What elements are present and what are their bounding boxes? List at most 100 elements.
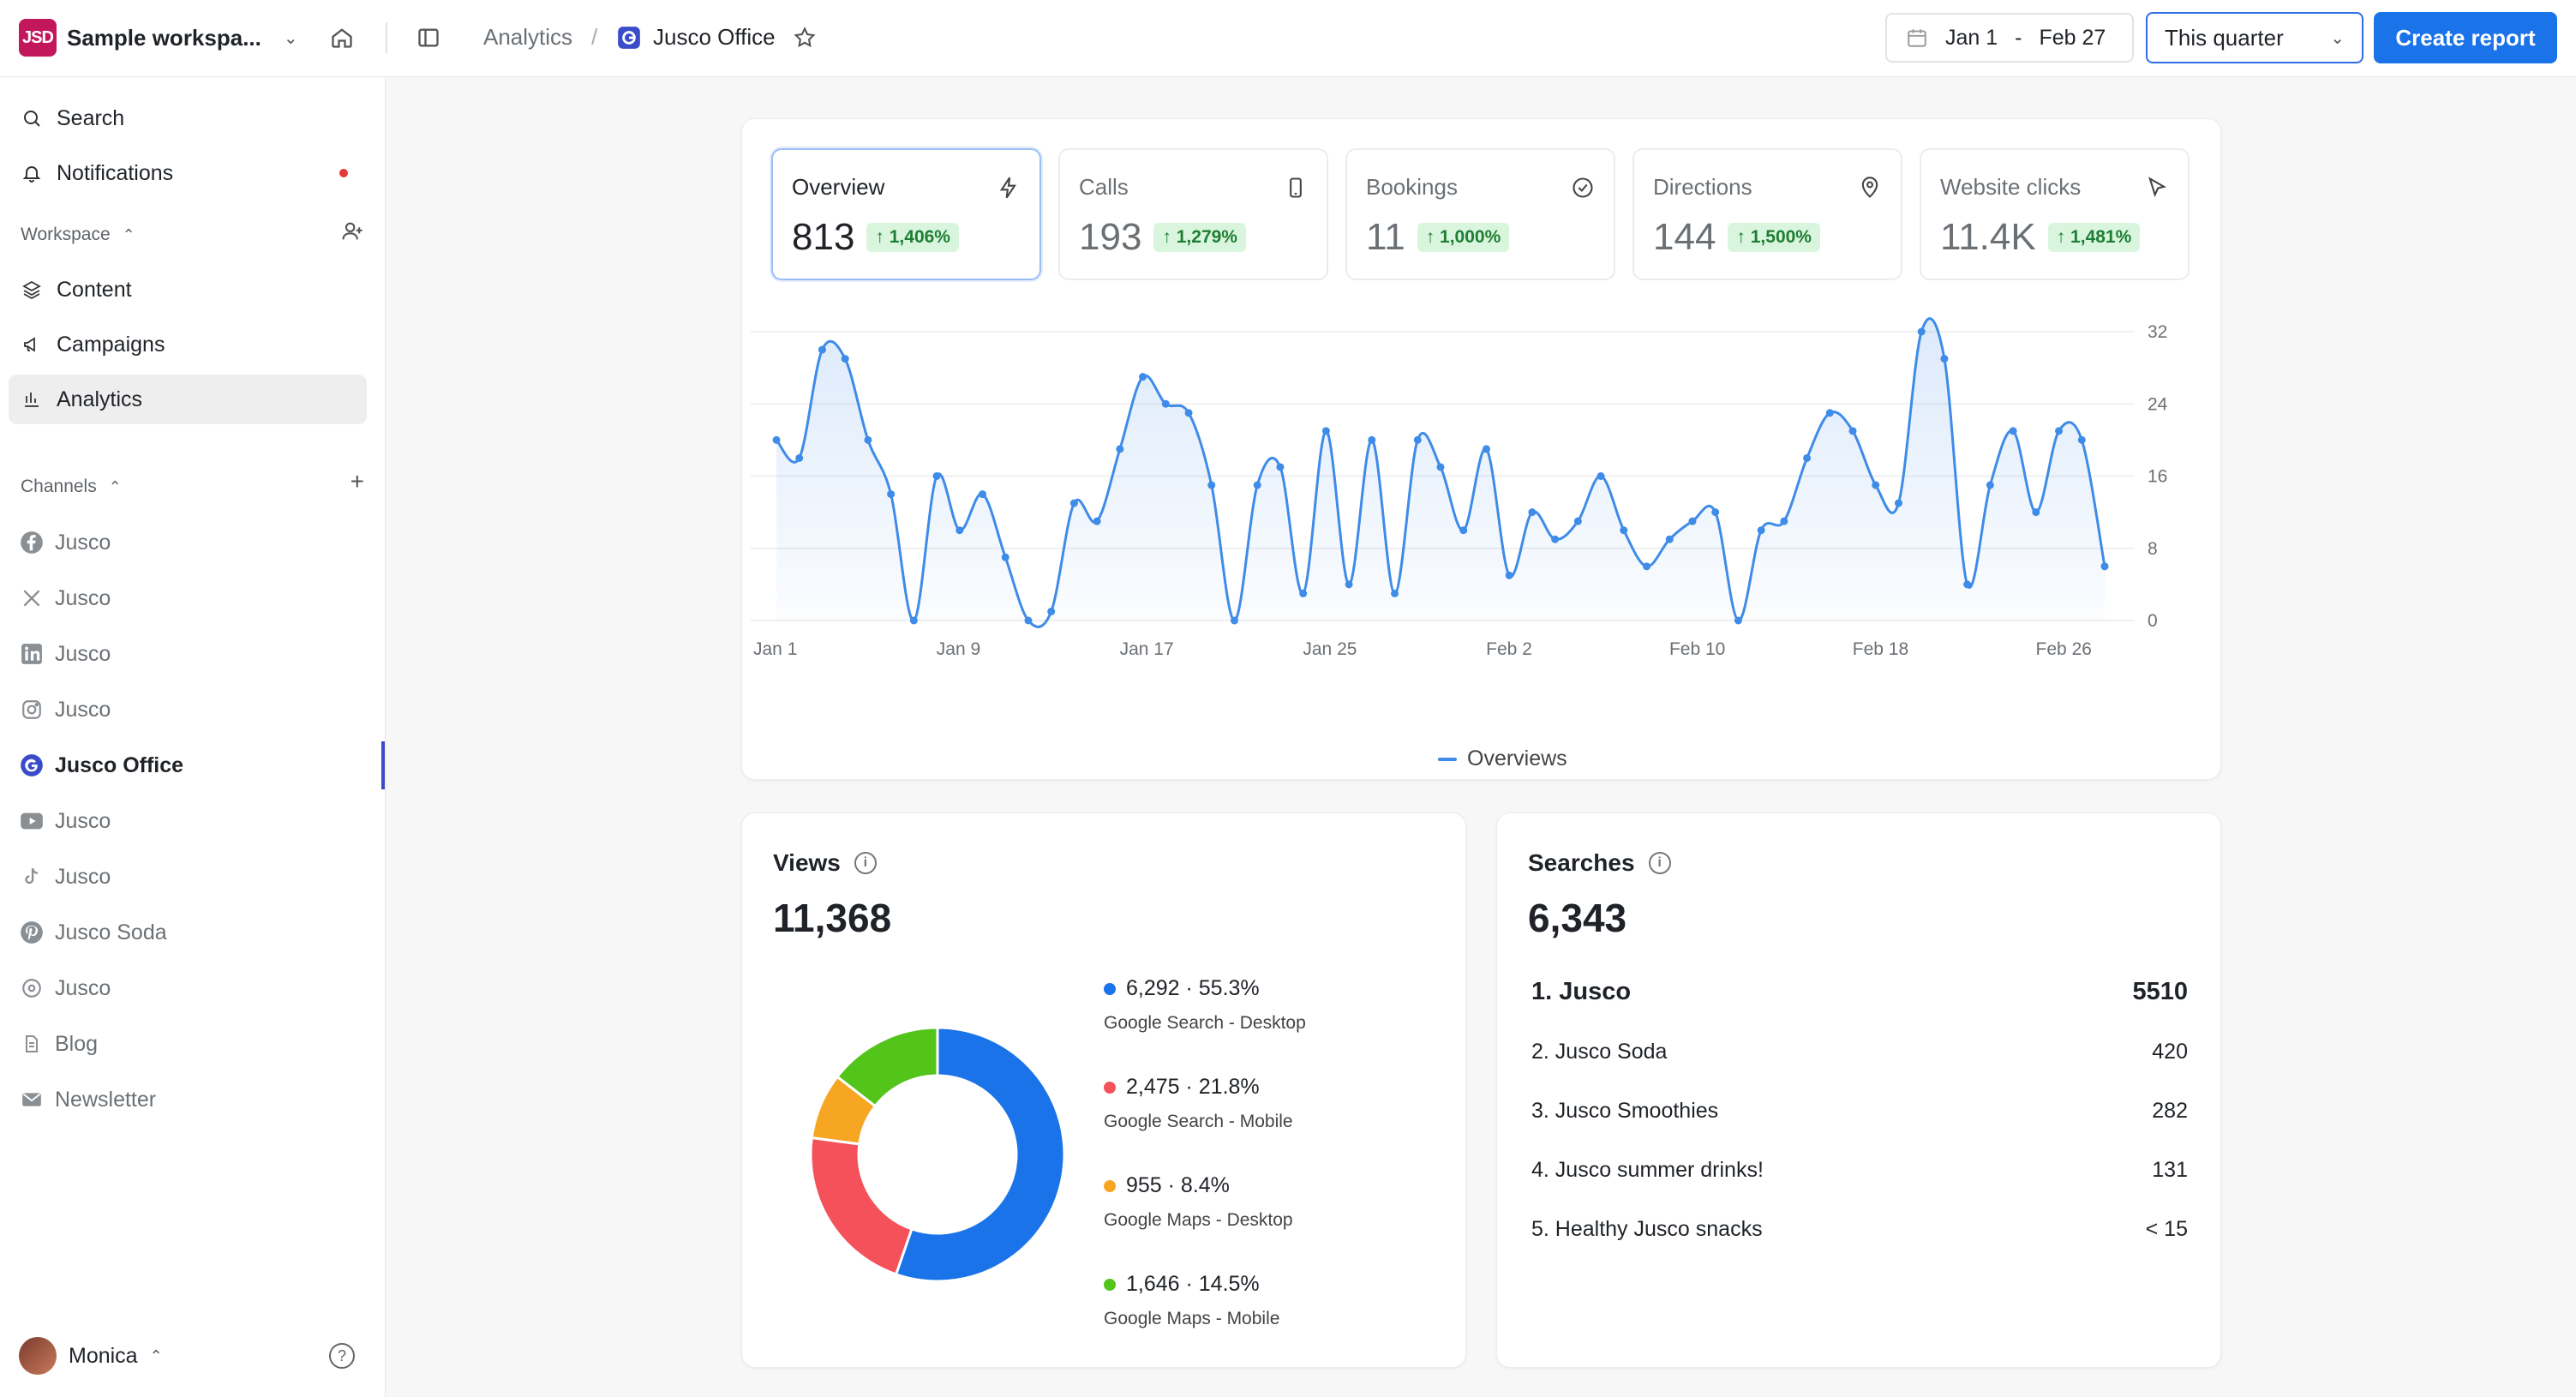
data-point[interactable] [1368,435,1376,444]
data-point[interactable] [887,490,896,499]
data-point[interactable] [1505,571,1513,579]
star-icon[interactable] [793,26,817,50]
data-point[interactable] [1665,535,1674,543]
metric-card-calls[interactable]: Calls 193 ↑ 1,279% [1058,148,1328,280]
data-point[interactable] [979,490,987,499]
channel-item-threads[interactable]: Jusco [19,966,379,1010]
data-point[interactable] [2055,427,2064,435]
channel-item-youtube[interactable]: Jusco [19,799,379,843]
data-point[interactable] [2100,562,2109,571]
help-icon[interactable]: ? [329,1343,355,1369]
data-point[interactable] [1688,517,1697,525]
sidebar-item-campaigns[interactable]: Campaigns [9,320,367,369]
data-point[interactable] [1940,355,1949,363]
info-icon[interactable]: i [854,852,877,874]
chart-legend[interactable]: Overviews [1438,746,1567,771]
data-point[interactable] [1069,499,1078,507]
sidebar-toggle-icon[interactable] [414,23,443,52]
data-point[interactable] [1184,409,1193,417]
data-point[interactable] [1780,517,1788,525]
data-point[interactable] [1024,616,1033,625]
data-point[interactable] [1848,427,1857,435]
data-point[interactable] [1345,580,1353,589]
data-point[interactable] [1321,427,1330,435]
data-point[interactable] [956,526,964,535]
data-point[interactable] [1803,453,1812,462]
data-point[interactable] [1963,580,1972,589]
data-point[interactable] [1207,481,1216,489]
data-point[interactable] [2009,427,2017,435]
data-point[interactable] [1573,517,1582,525]
data-point[interactable] [795,453,804,462]
data-point[interactable] [1643,562,1651,571]
sidebar-item-analytics[interactable]: Analytics [9,375,367,424]
data-point[interactable] [1482,445,1490,453]
metric-card-bookings[interactable]: Bookings 11 ↑ 1,000% [1345,148,1615,280]
data-point[interactable] [1551,535,1560,543]
data-point[interactable] [1001,553,1009,561]
data-point[interactable] [1230,616,1238,625]
data-point[interactable] [1299,589,1308,597]
channel-item-newsletter[interactable]: Newsletter [19,1077,379,1122]
data-point[interactable] [1757,526,1765,535]
channel-item-facebook[interactable]: Jusco [19,520,379,565]
info-icon[interactable]: i [1648,852,1671,874]
channel-item-instagram[interactable]: Jusco [19,687,379,732]
data-point[interactable] [2077,435,2086,444]
sidebar-item-content[interactable]: Content [9,265,367,315]
data-point[interactable] [864,435,872,444]
data-point[interactable] [1161,399,1170,408]
data-point[interactable] [1894,499,1902,507]
metric-card-overview[interactable]: Overview 813 ↑ 1,406% [771,148,1041,280]
data-point[interactable] [909,616,918,625]
channels-section-header[interactable]: Channels ⌃ [21,477,122,497]
home-icon[interactable] [327,23,356,52]
data-point[interactable] [1597,472,1605,480]
date-range-picker[interactable]: Jan 1 - Feb 27 [1885,13,2134,63]
data-point[interactable] [932,472,941,480]
data-point[interactable] [1986,481,1994,489]
metric-card-website-clicks[interactable]: Website clicks 11.4K ↑ 1,481% [1920,148,2190,280]
data-point[interactable] [1528,508,1537,517]
data-point[interactable] [1116,445,1124,453]
workspace-switcher[interactable]: JSD Sample workspa... ⌄ [19,19,298,57]
create-report-button[interactable]: Create report [2374,12,2557,63]
channel-item-pinterest[interactable]: Jusco Soda [19,910,379,955]
user-menu[interactable]: Monica ⌃ [19,1337,163,1375]
data-point[interactable] [1047,607,1056,615]
workspace-section-header[interactable]: Workspace ⌃ [21,225,135,245]
data-point[interactable] [1093,517,1101,525]
data-point[interactable] [1734,616,1742,625]
donut-slice[interactable] [835,1026,939,1108]
sidebar-item-search[interactable]: Search [9,93,367,143]
data-point[interactable] [1917,327,1926,336]
data-point[interactable] [1391,589,1399,597]
channel-item-jusco-office[interactable]: Jusco Office [19,743,379,788]
channel-item-blog[interactable]: Blog [19,1022,379,1066]
data-point[interactable] [1139,373,1147,381]
metric-card-directions[interactable]: Directions 144 ↑ 1,500% [1632,148,1902,280]
donut-slice[interactable] [809,1136,914,1276]
data-point[interactable] [1825,409,1834,417]
data-point[interactable] [841,355,849,363]
data-point[interactable] [1413,435,1422,444]
data-point[interactable] [1253,481,1261,489]
data-point[interactable] [1711,508,1720,517]
data-point[interactable] [1276,463,1285,471]
data-point[interactable] [1620,526,1628,535]
data-point[interactable] [1872,481,1880,489]
add-channel-icon[interactable]: + [350,468,364,495]
data-point[interactable] [818,345,826,354]
data-point[interactable] [2032,508,2040,517]
channel-item-linkedin[interactable]: Jusco [19,632,379,676]
channel-item-tiktok[interactable]: Jusco [19,854,379,899]
donut-slice[interactable] [894,1026,1066,1283]
breadcrumb-analytics[interactable]: Analytics [483,24,573,50]
period-select[interactable]: This quarter ⌄ [2146,12,2363,63]
data-point[interactable] [1436,463,1445,471]
data-point[interactable] [1459,526,1468,535]
sidebar-item-notifications[interactable]: Notifications [9,148,367,198]
channel-item-x[interactable]: Jusco [19,576,379,621]
data-point[interactable] [772,435,781,444]
add-user-icon[interactable] [340,219,364,249]
